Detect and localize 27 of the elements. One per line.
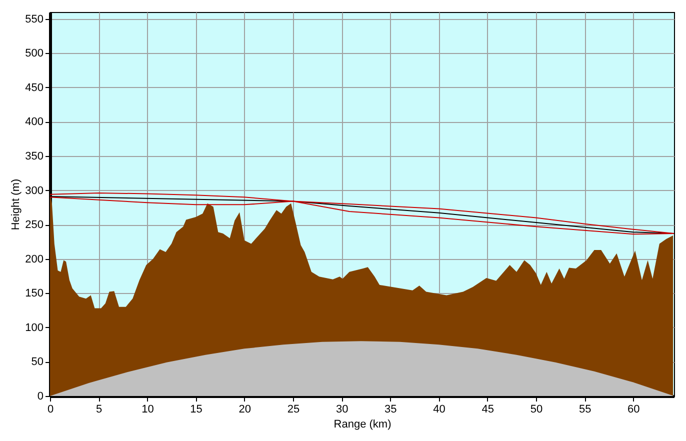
y-tick-label: 300 — [25, 184, 44, 197]
y-tick-label: 450 — [25, 82, 44, 94]
x-tick-label: 55 — [578, 404, 592, 416]
y-axis-title: Height (m) — [10, 178, 22, 230]
y-tick-label: 0 — [37, 390, 44, 402]
x-tick-label: 20 — [238, 404, 252, 416]
x-tick-label: 15 — [190, 404, 202, 416]
x-tick-label: 10 — [142, 404, 154, 416]
x-axis-title: Range (km) — [334, 418, 392, 430]
x-tick-label: 30 — [336, 404, 348, 416]
y-tick-label: 500 — [25, 48, 44, 60]
y-tick-label: 200 — [25, 253, 44, 266]
x-tick-label: 0 — [47, 404, 54, 416]
y-tick-label: 350 — [25, 150, 44, 162]
x-tick-label: 35 — [384, 404, 397, 416]
x-tick-label: 50 — [530, 404, 543, 416]
x-tick-label: 60 — [628, 404, 640, 416]
y-tick-label: 50 — [31, 356, 44, 368]
x-tick-label: 40 — [433, 404, 446, 416]
x-tick-label: 5 — [96, 404, 102, 416]
x-tick-label: 25 — [287, 404, 300, 416]
y-tick-label: 400 — [25, 116, 44, 128]
y-tick-label: 150 — [25, 288, 44, 300]
y-tick-label: 100 — [25, 322, 44, 334]
y-tick-label: 250 — [25, 219, 44, 232]
x-tick-label: 45 — [482, 404, 494, 416]
y-tick-label: 550 — [25, 13, 44, 26]
